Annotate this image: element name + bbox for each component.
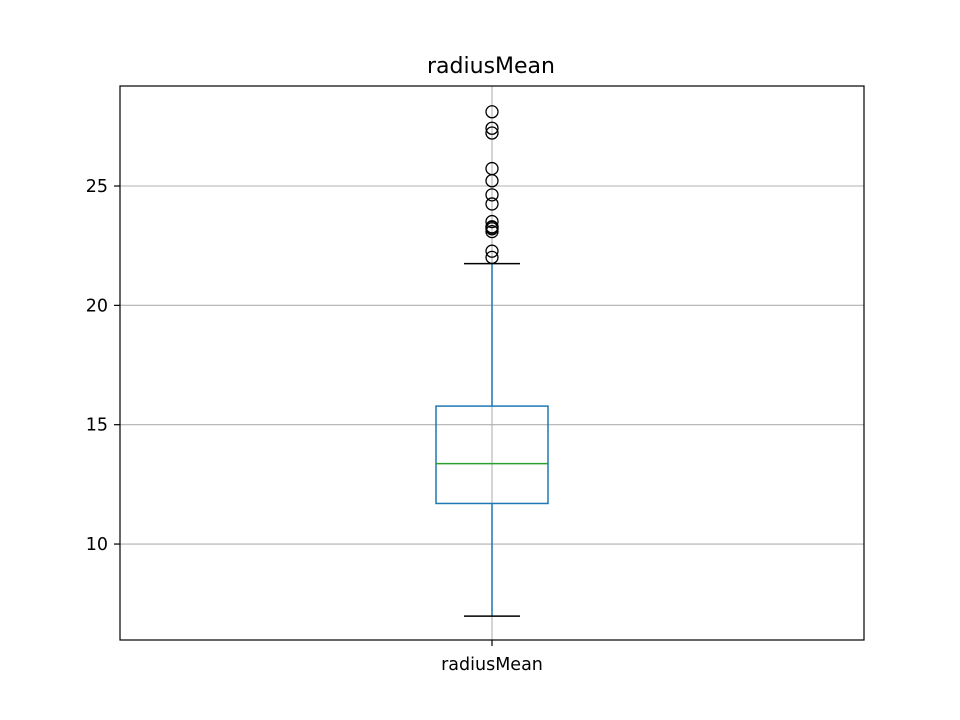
outlier-point (485, 121, 499, 135)
outlier-point (485, 197, 499, 211)
outlier-point (485, 126, 499, 140)
y-tick-label: 10 (86, 535, 108, 555)
plot-layer (435, 105, 549, 617)
outlier-point (485, 244, 499, 258)
iqr-box (435, 405, 549, 505)
y-tick-label: 20 (86, 296, 108, 316)
axis-layer: 10 15 20 25 radiusMean (86, 177, 543, 675)
outlier-point (485, 250, 499, 265)
y-tick-label: 15 (86, 416, 108, 436)
outlier-point (485, 220, 499, 234)
outlier-point (485, 214, 499, 229)
chart-title: radiusMean (427, 54, 555, 79)
outlier-point (485, 105, 499, 119)
outlier-point (485, 188, 499, 202)
outlier-point (485, 161, 499, 176)
x-tick-label: radiusMean (441, 655, 543, 675)
y-tick-label: 25 (86, 177, 108, 197)
